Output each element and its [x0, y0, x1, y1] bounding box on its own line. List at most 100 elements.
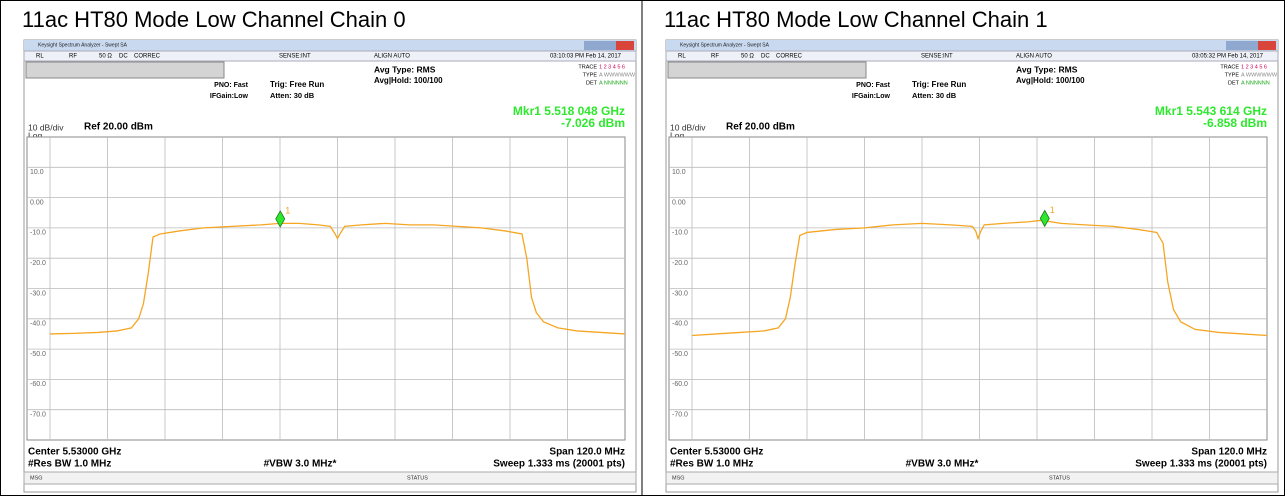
y-tick-label: -20.0	[30, 260, 46, 267]
header-pno: PNO: Fast	[856, 82, 891, 89]
trace	[691, 219, 1268, 337]
y-tick-label: -60.0	[30, 381, 46, 388]
header-atten: Atten: 30 dB	[270, 91, 315, 100]
input-box	[667, 61, 867, 79]
header-ifgain: IFGain:Low	[210, 93, 249, 100]
header-correc: CORREC	[776, 54, 803, 60]
header-type: TYPE	[583, 72, 598, 78]
marker	[275, 210, 286, 228]
header-rl: RL	[36, 54, 44, 60]
msg-bar	[665, 471, 1279, 485]
header-scale: 10 dB/div	[670, 122, 706, 132]
header-det: DET	[586, 80, 598, 86]
marker	[1039, 209, 1050, 228]
y-tick-label: -70.0	[30, 412, 46, 419]
header-rbw: #Res BW 1.0 MHz	[670, 459, 753, 470]
header-dc: DC	[119, 54, 128, 60]
header-atten: Atten: 30 dB	[912, 91, 957, 100]
y-tick-label: -70.0	[672, 412, 688, 419]
analyzer-screenshot: Keysight Spectrum Analyzer - Swept SA RL R…	[665, 39, 1279, 493]
y-tick-label: -40.0	[30, 321, 46, 328]
header-time: 03:05:32 PM Feb 14, 2017	[1192, 54, 1264, 60]
header-app: Keysight Spectrum Analyzer - Swept SA	[680, 42, 770, 48]
header-det: DET	[1228, 80, 1240, 86]
title-bar	[24, 40, 636, 51]
y-tick-label: -20.0	[672, 260, 688, 267]
header-type-val: A WWWWWW	[1241, 72, 1278, 78]
header-ref: Ref 20.00 dBm	[726, 122, 795, 133]
header-rbw: #Res BW 1.0 MHz	[28, 459, 111, 470]
header-align: ALIGN AUTO	[374, 54, 410, 60]
header-correc: CORREC	[134, 54, 161, 60]
input-box	[25, 61, 225, 79]
header-align: ALIGN AUTO	[1016, 54, 1052, 60]
header-center: Center 5.53000 GHz	[670, 447, 763, 458]
header-log: Log	[28, 130, 42, 140]
header-sense: SENSE:INT	[921, 54, 953, 60]
status-row	[665, 50, 1279, 62]
header-mkr-amp: -7.026 dBm	[561, 116, 625, 130]
header-trace-nums: 1 2 3 4 5 6	[1241, 64, 1267, 70]
header-time: 03:10:03 PM Feb 14, 2017	[550, 54, 622, 60]
analyzer-screenshot: Keysight Spectrum Analyzer - Swept SA RL R…	[23, 39, 637, 493]
header-dc: DC	[761, 54, 770, 60]
y-tick-label: 10.0	[30, 169, 44, 176]
window-buttons	[584, 41, 634, 50]
header-mkr-freq: Mkr1 5.543 614 GHz	[1155, 104, 1267, 118]
status-row	[23, 50, 637, 62]
header-rf: RF	[69, 54, 77, 60]
header-rf: RF	[711, 54, 719, 60]
header-avg-hold: Avg|Hold: 100/100	[374, 76, 443, 85]
header-app: Keysight Spectrum Analyzer - Swept SA	[38, 42, 128, 48]
header-trace-nums: 1 2 3 4 5 6	[599, 64, 625, 70]
header-trig: Trig: Free Run	[912, 80, 966, 89]
window-buttons	[1226, 41, 1276, 50]
y-tick-label: -10.0	[672, 230, 688, 237]
marker-label: 1	[285, 205, 290, 215]
header-pno: PNO: Fast	[214, 82, 249, 89]
header-ref: Ref 20.00 dBm	[84, 122, 153, 133]
y-tick-label: -10.0	[30, 230, 46, 237]
panel-title: 11ac HT80 Mode Low Channel Chain 1	[664, 7, 1048, 32]
header-imp: 50 Ω	[99, 54, 112, 60]
y-tick-label: -50.0	[672, 351, 688, 358]
marker-label: 1	[1050, 205, 1055, 215]
y-tick-label: -30.0	[30, 290, 46, 297]
y-tick-label: -50.0	[30, 351, 46, 358]
header-trace: TRACE	[578, 64, 597, 70]
header-sweep: Sweep 1.333 ms (20001 pts)	[1135, 459, 1267, 470]
header-trig: Trig: Free Run	[270, 80, 324, 89]
header-mkr-freq: Mkr1 5.518 048 GHz	[513, 104, 625, 118]
close-button	[1258, 41, 1276, 50]
header-span: Span 120.0 MHz	[549, 447, 625, 458]
header-vbw: #VBW 3.0 MHz*	[906, 459, 979, 470]
header-imp: 50 Ω	[741, 54, 754, 60]
header-center: Center 5.53000 GHz	[28, 447, 121, 458]
header-span: Span 120.0 MHz	[1191, 447, 1267, 458]
close-button	[616, 41, 634, 50]
msg-bar	[23, 471, 637, 485]
trace	[49, 222, 626, 335]
header-avg-type: Avg Type: RMS	[1016, 64, 1078, 74]
header-sense: SENSE:INT	[279, 54, 311, 60]
header-avg-type: Avg Type: RMS	[374, 64, 436, 74]
y-tick-label: 10.0	[672, 169, 686, 176]
header-det-val: A NNNNNN	[599, 80, 628, 86]
header-det-val: A NNNNNN	[1241, 80, 1270, 86]
header-mkr-amp: -6.858 dBm	[1203, 116, 1267, 130]
header-log: Log	[670, 130, 684, 140]
header-status: STATUS	[407, 475, 428, 481]
header-msg: MSG	[30, 475, 43, 481]
header-status: STATUS	[1049, 475, 1070, 481]
header-type-val: A WWWWWW	[599, 72, 636, 78]
header-trace: TRACE	[1220, 64, 1239, 70]
y-tick-label: -40.0	[672, 321, 688, 328]
y-tick-label: -60.0	[672, 381, 688, 388]
header-vbw: #VBW 3.0 MHz*	[264, 459, 337, 470]
panel-title: 11ac HT80 Mode Low Channel Chain 0	[22, 7, 406, 32]
y-tick-label: 0.00	[30, 199, 44, 206]
header-type: TYPE	[1225, 72, 1240, 78]
header-sweep: Sweep 1.333 ms (20001 pts)	[493, 459, 625, 470]
y-tick-label: -30.0	[672, 290, 688, 297]
